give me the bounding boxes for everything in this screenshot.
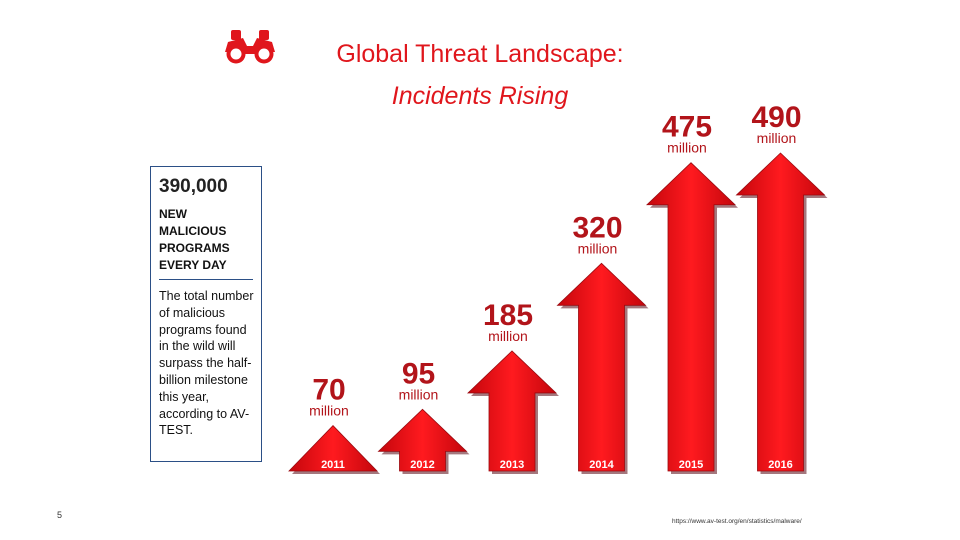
- arrow-2013: [467, 350, 557, 472]
- arrow-2014: [556, 262, 647, 472]
- value-label-2013: 185: [483, 299, 533, 332]
- unit-label-2015: million: [667, 140, 707, 156]
- unit-label-2014: million: [578, 240, 618, 256]
- slide-subtitle: Incidents Rising: [391, 82, 569, 110]
- binoculars-icon: [225, 30, 275, 64]
- value-label-2015: 475: [662, 111, 712, 144]
- value-label-2012: 95: [402, 357, 435, 390]
- year-label-2014: 2014: [589, 459, 614, 471]
- value-label-2014: 320: [572, 211, 622, 244]
- arrow-2012: [377, 408, 468, 472]
- value-label-2011: 70: [312, 374, 345, 407]
- stat-number: 390,000: [159, 176, 228, 197]
- source-link[interactable]: https://www.av-test.org/en/statistics/ma…: [672, 518, 802, 525]
- arrow-2016: [735, 152, 826, 472]
- stat-callout-box: [150, 166, 262, 462]
- unit-label-2013: million: [488, 328, 528, 344]
- unit-label-2011: million: [309, 403, 349, 419]
- stat-description: The total number of malicious programs f…: [159, 289, 254, 438]
- slide-title: Global Threat Landscape:: [336, 40, 624, 68]
- year-label-2011: 2011: [321, 459, 345, 471]
- page-number: 5: [57, 510, 63, 520]
- unit-label-2016: million: [757, 130, 797, 146]
- arrow-2011: [288, 424, 378, 472]
- value-label-2016: 490: [751, 101, 801, 134]
- year-label-2015: 2015: [679, 459, 703, 471]
- year-label-2013: 2013: [500, 459, 524, 471]
- year-label-2012: 2012: [410, 459, 434, 471]
- unit-label-2012: million: [399, 386, 439, 402]
- arrow-2015: [646, 162, 736, 472]
- year-label-2016: 2016: [768, 459, 792, 471]
- stat-caption: NEW MALICIOUS PROGRAMS EVERY DAY: [159, 207, 230, 272]
- stat-divider: [159, 279, 253, 280]
